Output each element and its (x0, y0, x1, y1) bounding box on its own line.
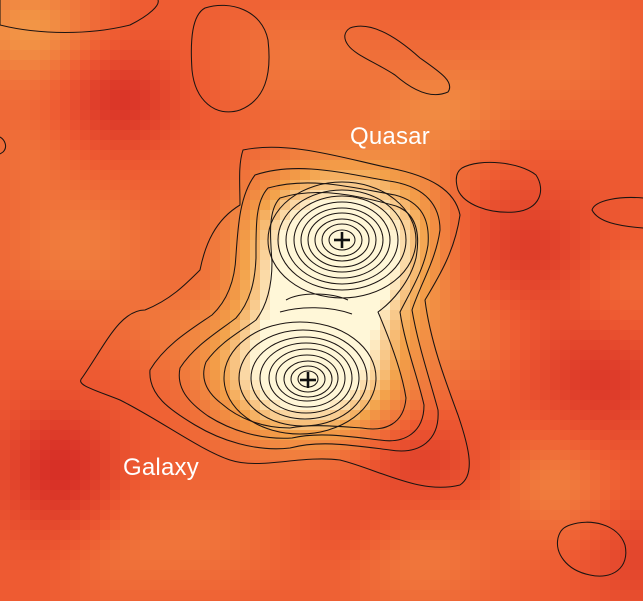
galaxy-label: Galaxy (123, 454, 199, 481)
contour-galaxy-7 (283, 360, 333, 398)
contour-quasar-6 (307, 212, 377, 268)
contour-galaxy-6 (275, 354, 339, 402)
contour-galaxy-2 (238, 329, 368, 427)
contour-noise-5 (591, 197, 643, 229)
contour-outer (80, 146, 470, 488)
contour-bridge-2 (279, 307, 353, 315)
contour-galaxy-3 (250, 336, 360, 420)
contour-noise-1 (0, 0, 159, 34)
contour-galaxy-8 (290, 365, 326, 393)
contour-quasar-5 (300, 207, 384, 273)
contour-2 (149, 168, 441, 452)
contour-galaxy-5 (268, 348, 346, 408)
contour-quasar-8 (321, 223, 363, 257)
quasar-label: Quasar (350, 123, 430, 150)
quasar-position-marker (334, 232, 350, 248)
contour-noise-2 (190, 4, 270, 113)
contour-quasar-3 (285, 195, 399, 285)
contour-noise-7 (0, 136, 7, 155)
contour-noise-6 (556, 521, 627, 577)
contour-galaxy-1 (223, 321, 377, 435)
contour-quasar-2 (277, 189, 407, 291)
contour-galaxy-4 (259, 342, 353, 414)
contour-quasar-7 (314, 218, 370, 262)
contour-3 (178, 182, 429, 442)
contour-noise-3 (344, 25, 451, 96)
contour-quasar-9 (328, 229, 356, 251)
contour-bridge-1 (285, 293, 349, 301)
contour-4 (203, 192, 419, 430)
contour-noise-4 (455, 161, 541, 213)
contour-quasar-4 (293, 201, 391, 279)
galaxy-position-marker (300, 372, 316, 388)
